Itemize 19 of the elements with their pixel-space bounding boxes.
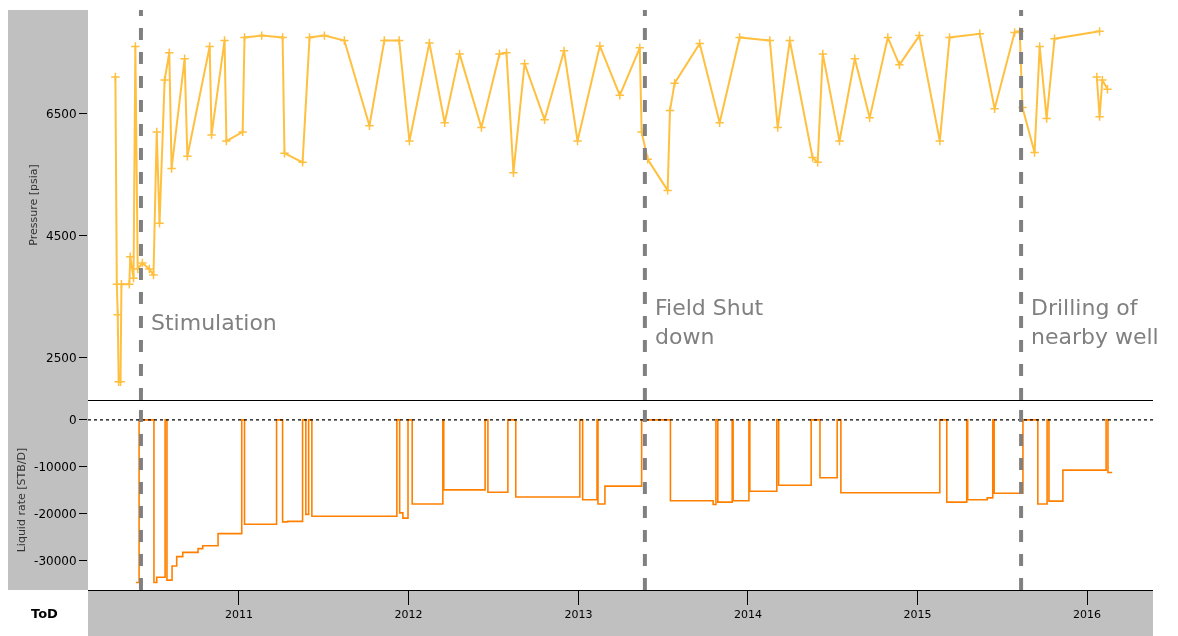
y-tick-label: 2500 <box>46 350 77 365</box>
y-tick-label: 6500 <box>46 106 77 121</box>
y-tick-label: -30000 <box>34 554 77 569</box>
ref-line-label: Field Shut down <box>655 295 764 349</box>
ref-line-label: Stimulation <box>151 310 277 335</box>
x-tick-label: 2014 <box>733 608 762 622</box>
x-tick-label: 2013 <box>564 608 593 622</box>
x-tick-label: 2016 <box>1073 608 1102 622</box>
y-tick-label: -10000 <box>34 460 77 475</box>
ref-line-label: Drilling of nearby well <box>1031 295 1159 349</box>
y-tick-label: 0 <box>68 413 77 428</box>
x-tick-label: 2012 <box>394 608 423 622</box>
x-tick-label: 2015 <box>903 608 932 622</box>
y-axis-title: Pressure [psia] <box>26 164 40 246</box>
y-tick-label: 4500 <box>46 228 77 243</box>
y-tick-label: -20000 <box>34 507 77 522</box>
y-axis-title: Liquid rate [STB/D] <box>14 447 28 553</box>
x-axis-title: ToD <box>31 606 59 621</box>
x-tick-label: 2011 <box>224 608 253 622</box>
